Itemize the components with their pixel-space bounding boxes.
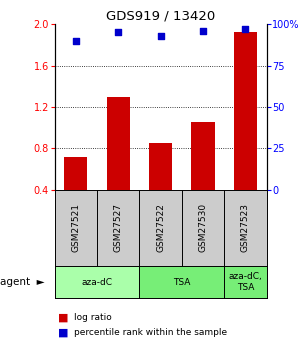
Point xyxy=(243,26,248,32)
Point xyxy=(116,30,121,35)
Bar xyxy=(64,157,87,231)
Bar xyxy=(107,97,130,231)
Text: GSM27530: GSM27530 xyxy=(198,203,208,252)
Text: aza-dC,
TSA: aza-dC, TSA xyxy=(228,272,262,292)
Text: percentile rank within the sample: percentile rank within the sample xyxy=(74,328,227,337)
Text: GSM27522: GSM27522 xyxy=(156,203,165,252)
Text: log ratio: log ratio xyxy=(74,313,112,322)
Point xyxy=(158,33,163,39)
Text: ■: ■ xyxy=(58,328,68,338)
Bar xyxy=(234,32,257,231)
Point xyxy=(201,28,205,33)
Text: agent  ►: agent ► xyxy=(0,277,45,287)
Bar xyxy=(191,122,215,231)
Text: GSM27523: GSM27523 xyxy=(241,203,250,252)
Text: TSA: TSA xyxy=(173,277,191,287)
Bar xyxy=(149,143,172,231)
Text: GSM27521: GSM27521 xyxy=(71,203,80,252)
Text: GSM27527: GSM27527 xyxy=(114,203,123,252)
Point xyxy=(73,38,78,43)
Text: ■: ■ xyxy=(58,313,68,322)
Text: aza-dC: aza-dC xyxy=(82,277,112,287)
Title: GDS919 / 13420: GDS919 / 13420 xyxy=(106,10,215,23)
